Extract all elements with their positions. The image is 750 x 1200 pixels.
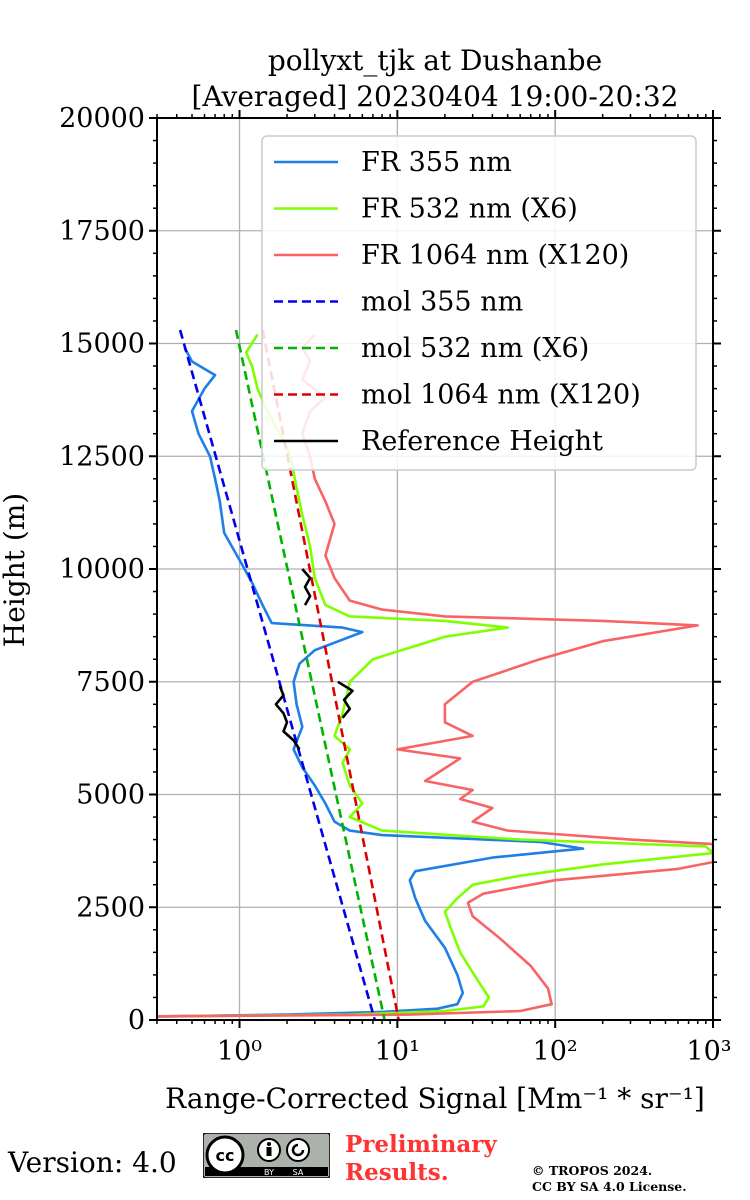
legend: FR 355 nm FR 532 nm (X6) FR 1064 nm (X120)… <box>261 135 697 471</box>
legend-label-mol-355-nm: mol 355 nm <box>361 287 523 318</box>
y-tick-label-5: 12500 <box>59 441 145 472</box>
copyright-note: © TROPOS 2024. CC BY SA 4.0 License. <box>532 1163 687 1195</box>
x-axis-label: Range-Corrected Signal [Mm⁻¹ * sr⁻¹] <box>165 1082 705 1115</box>
legend-label-fr-532-nm-x6: FR 532 nm (X6) <box>361 194 578 225</box>
version-label: Version: 4.0 <box>8 1146 177 1179</box>
y-tick-label-2: 5000 <box>76 780 145 811</box>
series-fr-1064-nm-x120 <box>157 333 713 1018</box>
share-alike-icon <box>286 1138 310 1162</box>
series-reference-height-1 <box>301 568 312 606</box>
copyright-line-2: CC BY SA 4.0 License. <box>532 1179 687 1194</box>
cc-by-sa-badge[interactable]: cc BY SA <box>203 1133 330 1178</box>
legend-label-mol-1064-nm-x120: mol 1064 nm (X120) <box>361 380 641 411</box>
x-tick-label-0: 10⁰ <box>217 1036 262 1067</box>
y-tick-label-1: 2500 <box>76 892 145 923</box>
y-tick-label-7: 17500 <box>59 216 145 247</box>
preliminary-line-2: Results. <box>345 1159 449 1186</box>
legend-box <box>261 135 697 471</box>
y-tick-label-4: 10000 <box>59 554 145 585</box>
series-reference-height-0 <box>274 685 301 751</box>
series-reference-height-2 <box>337 680 354 719</box>
by-label: BY <box>264 1168 274 1177</box>
y-tick-label-3: 7500 <box>76 667 145 698</box>
x-tick-label-1: 10¹ <box>375 1036 420 1067</box>
cc-icon <box>205 1135 245 1175</box>
y-axis-label: Height (m) <box>0 493 31 647</box>
series-fr-355-nm <box>157 347 585 1018</box>
chart-title-line-1: pollyxt_tjk at Dushanbe <box>268 44 602 77</box>
y-tick-label-0: 0 <box>128 1005 145 1036</box>
x-tick-label-3: 10³ <box>686 1036 731 1067</box>
copyright-line-1: © TROPOS 2024. <box>532 1163 653 1178</box>
y-tick-label-6: 15000 <box>59 329 145 360</box>
plot-area <box>157 329 713 1020</box>
lidar-profile-chart: pollyxt_tjk at Dushanbe [Averaged] 20230… <box>0 44 732 1115</box>
preliminary-line-1: Preliminary <box>345 1131 497 1158</box>
series-mol-355-nm <box>178 329 377 1020</box>
cc-icon-text: cc <box>216 1146 235 1165</box>
chart-title-line-2: [Averaged] 20230404 19:00-20:32 <box>192 80 679 113</box>
axis-ticks: 0 2500 5000 7500 10000 12500 15000 17500 20000 10… <box>59 103 732 1067</box>
sa-label: SA <box>293 1168 304 1177</box>
x-tick-label-2: 10² <box>533 1036 578 1067</box>
legend-label-reference-height: Reference Height <box>361 426 603 457</box>
legend-label-mol-532-nm-x6: mol 532 nm (X6) <box>361 333 589 364</box>
preliminary-results-note: Preliminary Results. <box>345 1131 497 1187</box>
series-mol-532-nm-x6 <box>234 329 386 1020</box>
y-tick-label-8: 20000 <box>59 103 145 134</box>
legend-label-fr-1064-nm-x120: FR 1064 nm (X120) <box>361 240 629 271</box>
legend-label-fr-355-nm: FR 355 nm <box>361 147 512 178</box>
